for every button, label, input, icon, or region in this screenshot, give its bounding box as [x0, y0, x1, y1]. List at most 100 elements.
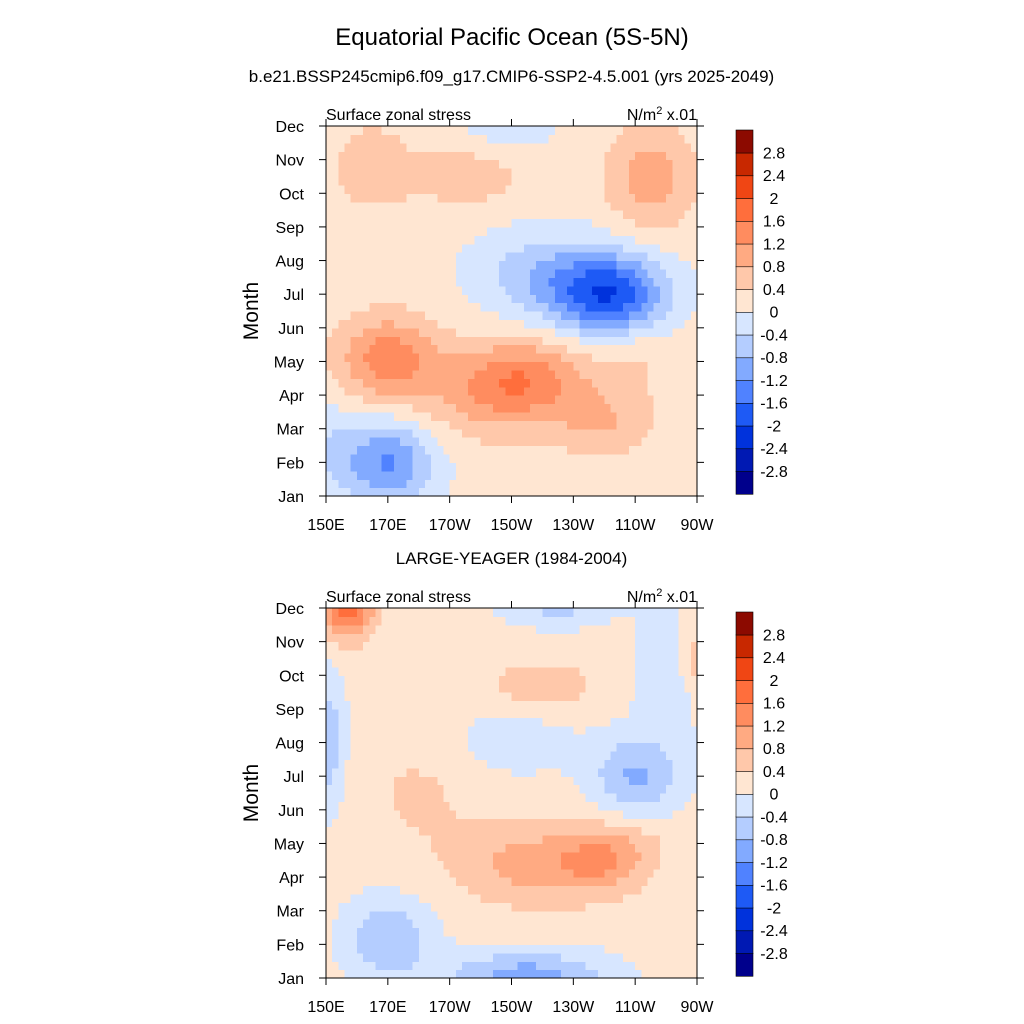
- heatmap-cell: [412, 708, 420, 718]
- heatmap-cell: [567, 868, 574, 878]
- heatmap-cell: [394, 428, 401, 438]
- heatmap-cell: [332, 725, 339, 735]
- heatmap-cell: [400, 650, 407, 660]
- heatmap-cell: [536, 633, 544, 643]
- heatmap-cell: [326, 961, 333, 971]
- heatmap-cell: [406, 353, 414, 363]
- heatmap-cell: [567, 666, 574, 676]
- heatmap-cell: [560, 294, 568, 304]
- heatmap-cell: [480, 386, 488, 396]
- heatmap-cell: [628, 386, 636, 396]
- heatmap-cell: [338, 868, 346, 878]
- heatmap-cell: [455, 801, 463, 811]
- heatmap-cell: [505, 437, 513, 447]
- heatmap-cell: [369, 294, 377, 304]
- heatmap-cell: [690, 226, 698, 236]
- heatmap-cell: [499, 386, 506, 396]
- heatmap-cell: [350, 708, 358, 718]
- heatmap-cell: [616, 641, 624, 651]
- heatmap-cell: [455, 944, 463, 954]
- heatmap-cell: [332, 403, 339, 413]
- heatmap-cell: [326, 851, 333, 861]
- heatmap-cell: [406, 725, 414, 735]
- heatmap-cell: [567, 353, 574, 363]
- heatmap-cell: [616, 302, 624, 312]
- heatmap-cell: [641, 319, 649, 329]
- heatmap-cell: [542, 616, 550, 626]
- heatmap-cell: [455, 616, 463, 626]
- heatmap-cell: [585, 260, 593, 270]
- heatmap-cell: [332, 336, 339, 346]
- heatmap-cell: [610, 877, 618, 887]
- heatmap-cell: [492, 750, 500, 760]
- heatmap-cell: [530, 193, 537, 203]
- heatmap-cell: [672, 420, 680, 430]
- heatmap-cell: [536, 944, 544, 954]
- heatmap-cell: [511, 666, 519, 676]
- heatmap-cell: [659, 243, 667, 253]
- heatmap-cell: [431, 624, 438, 634]
- heatmap-cell: [499, 843, 506, 853]
- heatmap-cell: [591, 453, 599, 463]
- heatmap-cell: [517, 801, 525, 811]
- heatmap-cell: [394, 961, 401, 971]
- heatmap-cell: [468, 168, 475, 178]
- heatmap-cell: [356, 453, 364, 463]
- heatmap-cell: [344, 650, 352, 660]
- heatmap-cell: [641, 428, 649, 438]
- heatmap-cell: [369, 767, 377, 777]
- heatmap-cell: [591, 252, 599, 262]
- heatmap-cell: [394, 226, 401, 236]
- heatmap-cell: [567, 369, 574, 379]
- heatmap-cell: [647, 327, 655, 337]
- heatmap-cell: [480, 235, 488, 245]
- heatmap-cell: [431, 453, 438, 463]
- heatmap-cell: [579, 218, 587, 228]
- heatmap-cell: [505, 243, 513, 253]
- heatmap-cell: [326, 650, 333, 660]
- heatmap-cell: [387, 260, 395, 270]
- heatmap-cell: [375, 226, 383, 236]
- heatmap-cell: [449, 759, 457, 769]
- heatmap-cell: [585, 268, 593, 278]
- heatmap-cell: [344, 411, 352, 421]
- heatmap-cell: [406, 403, 414, 413]
- heatmap-cell: [326, 835, 333, 845]
- heatmap-cell: [332, 277, 339, 287]
- heatmap-cell: [536, 403, 544, 413]
- heatmap-cell: [554, 801, 562, 811]
- heatmap-cell: [437, 327, 445, 337]
- heatmap-cell: [560, 650, 568, 660]
- heatmap-cell: [505, 969, 513, 979]
- heatmap-cell: [635, 210, 642, 220]
- heatmap-cell: [418, 453, 426, 463]
- heatmap-cell: [542, 159, 550, 169]
- heatmap-cell: [684, 420, 692, 430]
- heatmap-cell: [437, 285, 445, 295]
- heatmap-cell: [659, 403, 667, 413]
- heatmap-cell: [400, 319, 407, 329]
- heatmap-cell: [449, 151, 457, 161]
- heatmap-cell: [536, 885, 544, 895]
- heatmap-cell: [474, 395, 482, 405]
- heatmap-cell: [579, 784, 587, 794]
- heatmap-cell: [517, 776, 525, 786]
- heatmap-cell: [332, 411, 339, 421]
- heatmap-cell: [554, 616, 562, 626]
- heatmap-cell: [610, 793, 618, 803]
- colorbar-box: [735, 220, 754, 245]
- heatmap-cell: [462, 243, 469, 253]
- heatmap-cell: [437, 445, 445, 455]
- heatmap-cell: [598, 369, 605, 379]
- heatmap-cell: [591, 725, 599, 735]
- heatmap-cell: [573, 210, 581, 220]
- heatmap-cell: [375, 776, 383, 786]
- heatmap-cell: [499, 319, 506, 329]
- heatmap-cell: [326, 327, 333, 337]
- heatmap-cell: [591, 353, 599, 363]
- heatmap-cell: [424, 868, 432, 878]
- heatmap-cell: [375, 134, 383, 144]
- heatmap-cell: [350, 235, 358, 245]
- heatmap-cell: [474, 633, 482, 643]
- heatmap-cell: [536, 776, 544, 786]
